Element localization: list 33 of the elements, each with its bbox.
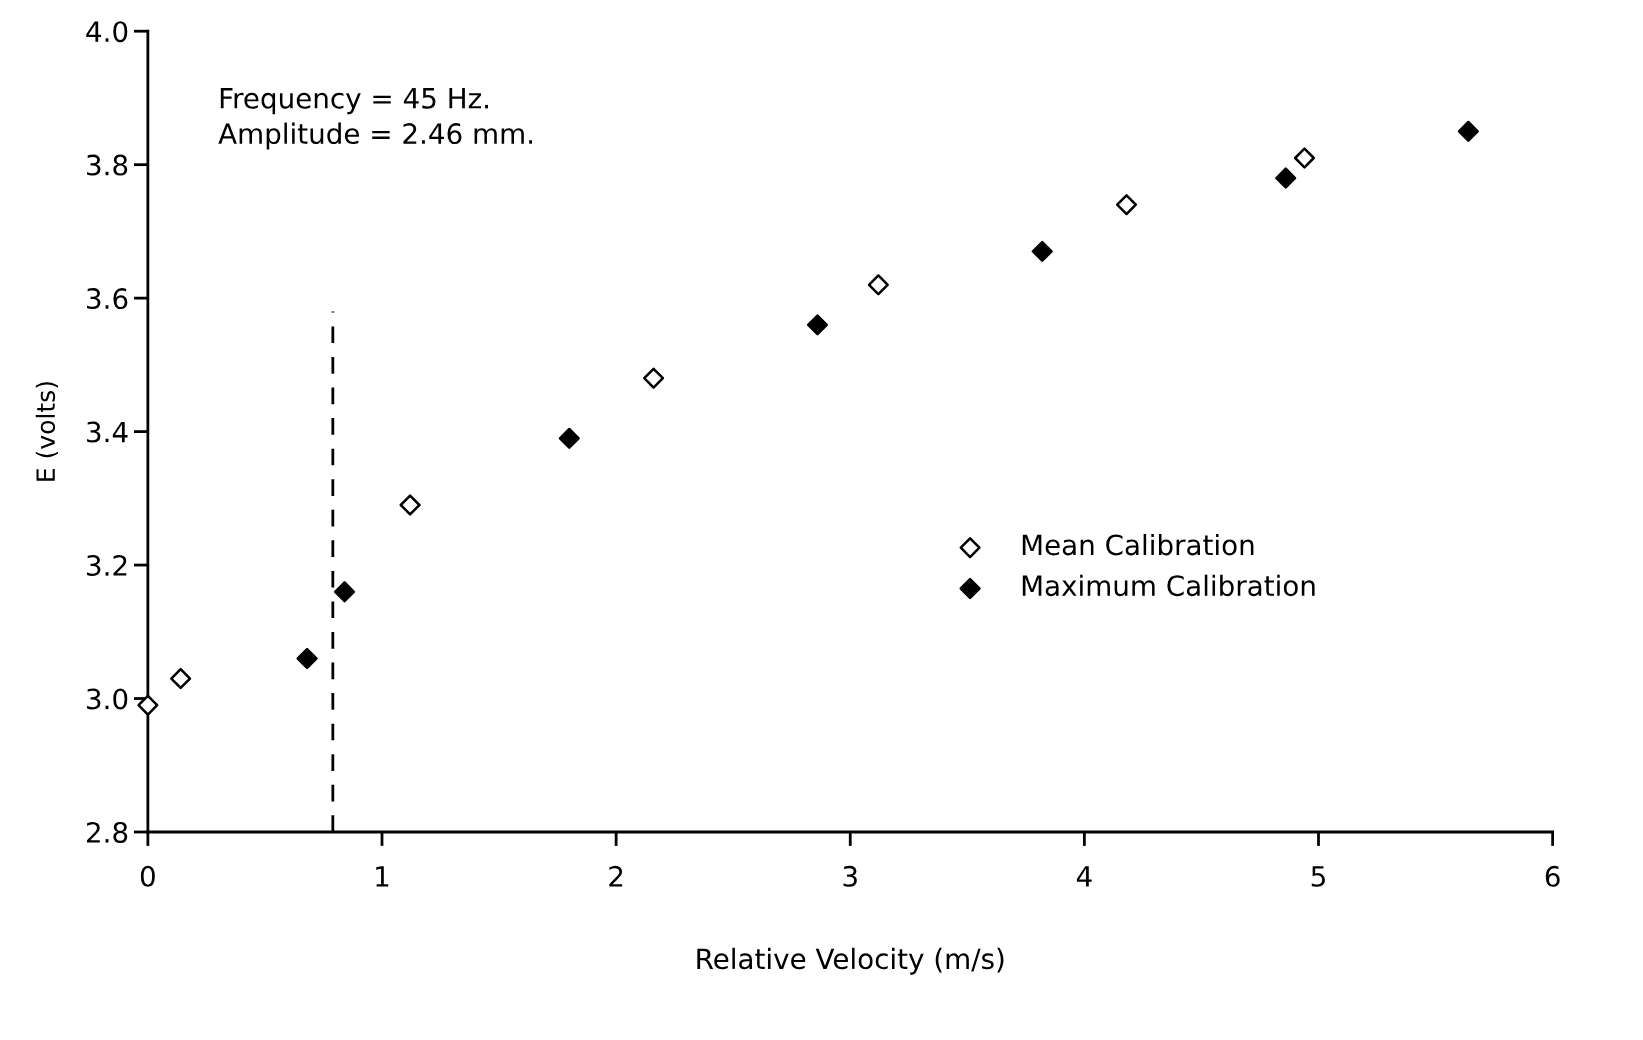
point — [1457, 120, 1479, 142]
point — [296, 647, 318, 670]
y-tick-label: 3.0 — [87, 688, 128, 710]
point — [806, 314, 829, 336]
x-tick-label: 2 — [609, 865, 623, 887]
point — [137, 694, 159, 716]
legend-label: Mean Calibration — [1022, 533, 1254, 556]
annotation: Frequency = 45 Hz. Amplitude = 2.46 mm. — [218, 88, 533, 150]
y-axis-title: E (volts) — [35, 382, 59, 481]
point — [1031, 240, 1053, 262]
x-tick-label: 5 — [1311, 866, 1325, 887]
x-tick-label: 4 — [1076, 866, 1092, 887]
point — [1293, 147, 1316, 169]
point — [643, 367, 665, 389]
point — [558, 427, 580, 449]
y-tick-label: 3.4 — [87, 421, 128, 443]
point — [170, 667, 192, 690]
point — [1115, 194, 1138, 216]
legend-label: Maximum Calibration — [1022, 574, 1315, 597]
y-tick-label: 2.8 — [86, 821, 128, 843]
x-tick-label: 3 — [843, 865, 857, 887]
y-tick-label: 3.8 — [87, 154, 128, 176]
point — [399, 494, 421, 516]
x-axis-title: Relative Velocity (m/s) — [697, 947, 1004, 975]
x-tick-label: 6 — [1545, 865, 1560, 887]
point — [333, 581, 356, 603]
y-tick-label: 3.6 — [87, 288, 128, 310]
x-tick-label: 1 — [376, 866, 389, 887]
x-tick-label: 0 — [140, 865, 155, 887]
y-tick-label: 4.0 — [86, 21, 128, 43]
y-tick-label: 3.2 — [87, 555, 127, 577]
point — [867, 274, 889, 296]
point — [1275, 167, 1297, 189]
